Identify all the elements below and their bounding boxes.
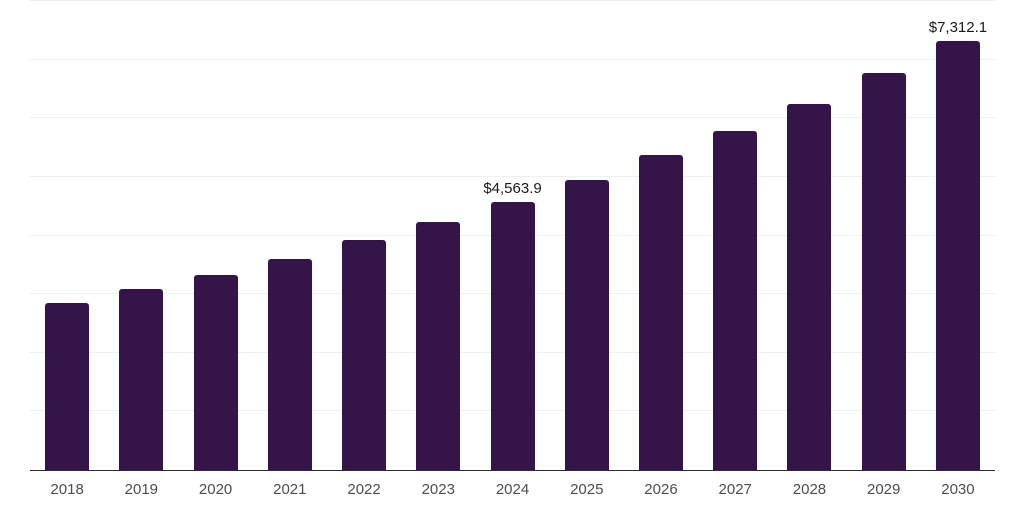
bar-slot-2021	[253, 1, 327, 470]
gridline-6000	[30, 117, 995, 119]
bar-2024	[490, 202, 535, 470]
bar-2018	[45, 303, 90, 470]
bar-2020	[193, 274, 238, 470]
gridline-5000	[30, 175, 995, 177]
x-tick-2025: 2025	[570, 481, 604, 498]
x-tick-2030: 2030	[941, 481, 975, 498]
bar-2027	[713, 130, 758, 470]
bar-slot-2023	[401, 1, 475, 470]
bar-slot-2019	[104, 1, 178, 470]
data-label-2024: $4,563.9	[483, 180, 542, 198]
gridline-7000	[30, 58, 995, 60]
x-tick-2022: 2022	[347, 481, 381, 498]
bars-container: $4,563.9 $7,312.1	[30, 1, 995, 470]
x-tick-2023: 2023	[421, 481, 455, 498]
x-tick-2029: 2029	[867, 481, 901, 498]
x-tick-2018: 2018	[50, 481, 84, 498]
bar-2019	[119, 289, 164, 470]
bar-slot-2026	[624, 1, 698, 470]
bar-slot-2028	[772, 1, 846, 470]
data-label-2030: $7,312.1	[928, 19, 988, 37]
bar-2026	[638, 155, 683, 470]
bar-2030	[935, 41, 980, 470]
bar-slot-2024: $4,563.9	[475, 1, 549, 470]
gridline-8000	[30, 0, 995, 1]
bar-slot-2027	[698, 1, 772, 470]
x-tick-2024: 2024	[495, 481, 530, 498]
x-tick-2020: 2020	[198, 481, 233, 498]
x-tick-2028: 2028	[792, 481, 827, 498]
bar-2023	[416, 222, 461, 470]
bar-2028	[787, 103, 832, 470]
bar-slot-2018	[30, 1, 104, 470]
x-tick-2027: 2027	[718, 481, 752, 498]
bar-2022	[342, 240, 387, 470]
x-tick-2019: 2019	[124, 481, 159, 498]
bar-2025	[564, 179, 609, 470]
bar-slot-2025	[550, 1, 624, 470]
x-tick-2026: 2026	[644, 481, 678, 498]
x-axis-labels: 2018 2019 2020 2021 2022 2023 2024 2025 2026 2027…	[30, 481, 995, 498]
x-axis-line	[30, 470, 995, 471]
x-tick-2021: 2021	[273, 481, 307, 498]
bar-slot-2020	[178, 1, 252, 470]
bar-2021	[267, 258, 312, 470]
bar-slot-2029	[847, 1, 921, 470]
bar-2029	[861, 73, 906, 470]
plot-area: $4,563.9 $7,312.1	[30, 0, 995, 471]
bar-slot-2030: $7,312.1	[921, 1, 995, 470]
bar-slot-2022	[327, 1, 401, 470]
